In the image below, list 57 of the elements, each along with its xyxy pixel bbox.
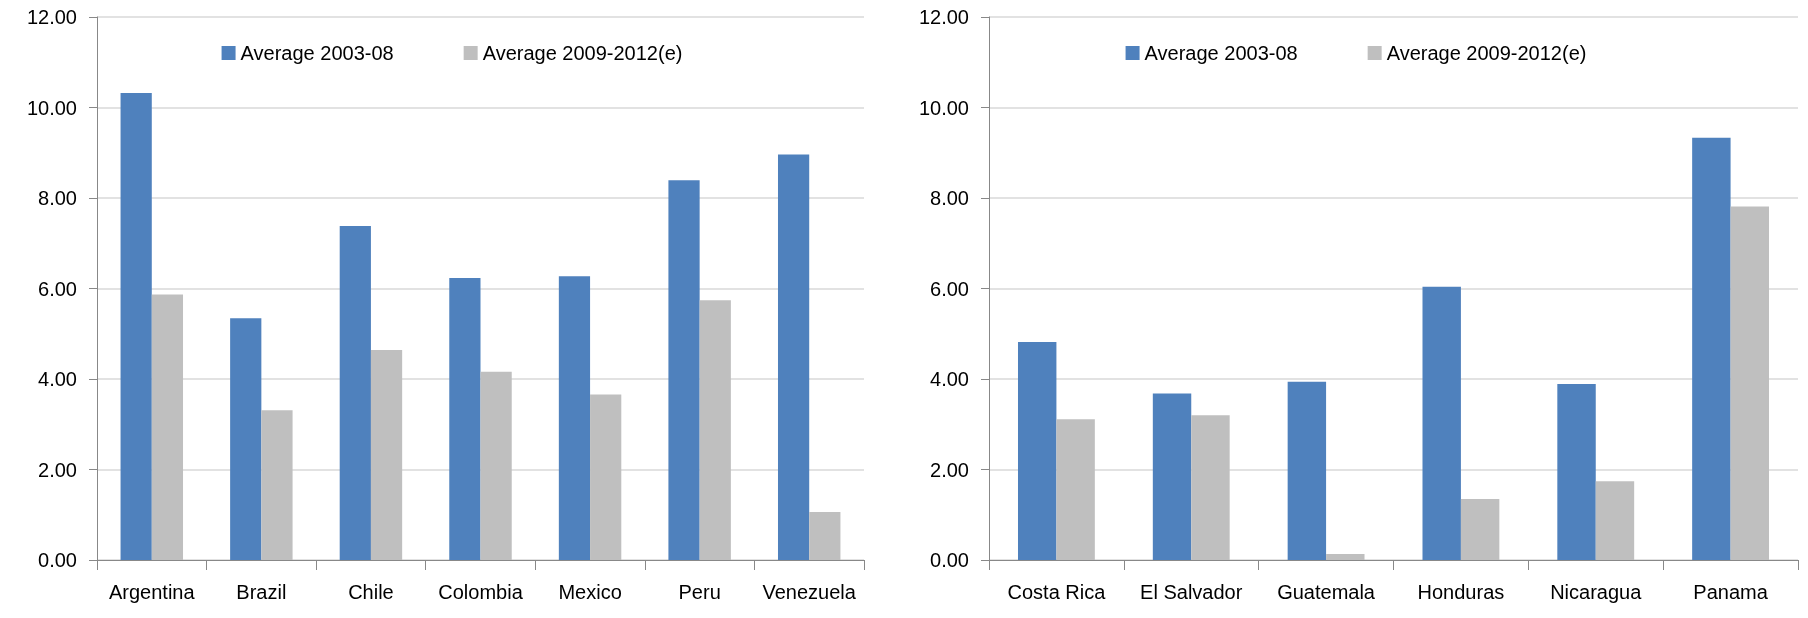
x-tick-label: Nicaragua xyxy=(1550,581,1643,603)
y-tick-label: 10.00 xyxy=(26,96,77,119)
bar xyxy=(1326,554,1365,560)
y-tick-label: 12.00 xyxy=(26,6,77,28)
y-tick-label: 0.00 xyxy=(38,549,77,571)
bar xyxy=(151,294,184,560)
bar xyxy=(449,278,481,560)
y-tick-label: 4.00 xyxy=(38,368,77,390)
x-tick-label: Guatemala xyxy=(1277,581,1376,603)
x-tick-label: Costa Rica xyxy=(1007,581,1107,603)
x-tick-label: Venezuela xyxy=(762,581,857,603)
bar xyxy=(1460,498,1500,560)
x-tick-label: Colombia xyxy=(438,581,524,603)
bar xyxy=(261,410,293,560)
legend-label: Average 2003-08 xyxy=(1144,42,1298,64)
y-tick-label: 6.00 xyxy=(930,277,969,300)
legend-label: Average 2009-2012(e) xyxy=(482,42,683,64)
legend-label: Average 2003-08 xyxy=(240,42,394,64)
y-tick-label: 2.00 xyxy=(38,458,77,481)
bar xyxy=(1017,341,1057,560)
bar xyxy=(1152,393,1192,560)
y-tick-label: 2.00 xyxy=(930,458,969,481)
x-tick-label: Honduras xyxy=(1417,581,1505,603)
x-tick-label: Brazil xyxy=(236,581,287,603)
y-tick-label: 10.00 xyxy=(918,96,969,119)
bar xyxy=(668,180,700,560)
bar xyxy=(777,154,810,560)
bar xyxy=(339,226,371,560)
bar xyxy=(230,318,262,560)
y-tick-label: 12.00 xyxy=(918,6,969,28)
y-tick-label: 6.00 xyxy=(38,277,77,300)
y-tick-label: 0.00 xyxy=(930,549,969,571)
x-tick-label: El Salvador xyxy=(1140,581,1243,603)
y-tick-label: 8.00 xyxy=(38,187,77,209)
bar xyxy=(1557,383,1596,560)
legend-label: Average 2009-2012(e) xyxy=(1386,42,1587,64)
y-tick-label: 4.00 xyxy=(930,368,969,390)
x-tick-label: Peru xyxy=(678,581,721,603)
bar xyxy=(370,350,403,560)
bar xyxy=(120,93,152,560)
bar xyxy=(1730,206,1770,560)
y-tick-label: 8.00 xyxy=(930,187,969,209)
x-tick-label: Chile xyxy=(348,581,394,603)
bar xyxy=(480,371,512,560)
bar xyxy=(1056,419,1095,560)
bar xyxy=(809,512,841,560)
x-tick-label: Panama xyxy=(1693,581,1769,603)
bar xyxy=(699,300,731,560)
x-tick-label: Argentina xyxy=(108,581,196,603)
bar xyxy=(1287,381,1327,560)
bar xyxy=(558,276,591,560)
bar xyxy=(1422,286,1461,560)
bar xyxy=(1595,481,1635,560)
x-tick-label: Mexico xyxy=(558,581,622,603)
bar xyxy=(1191,415,1230,560)
bar xyxy=(1692,137,1731,560)
bar xyxy=(590,394,622,560)
